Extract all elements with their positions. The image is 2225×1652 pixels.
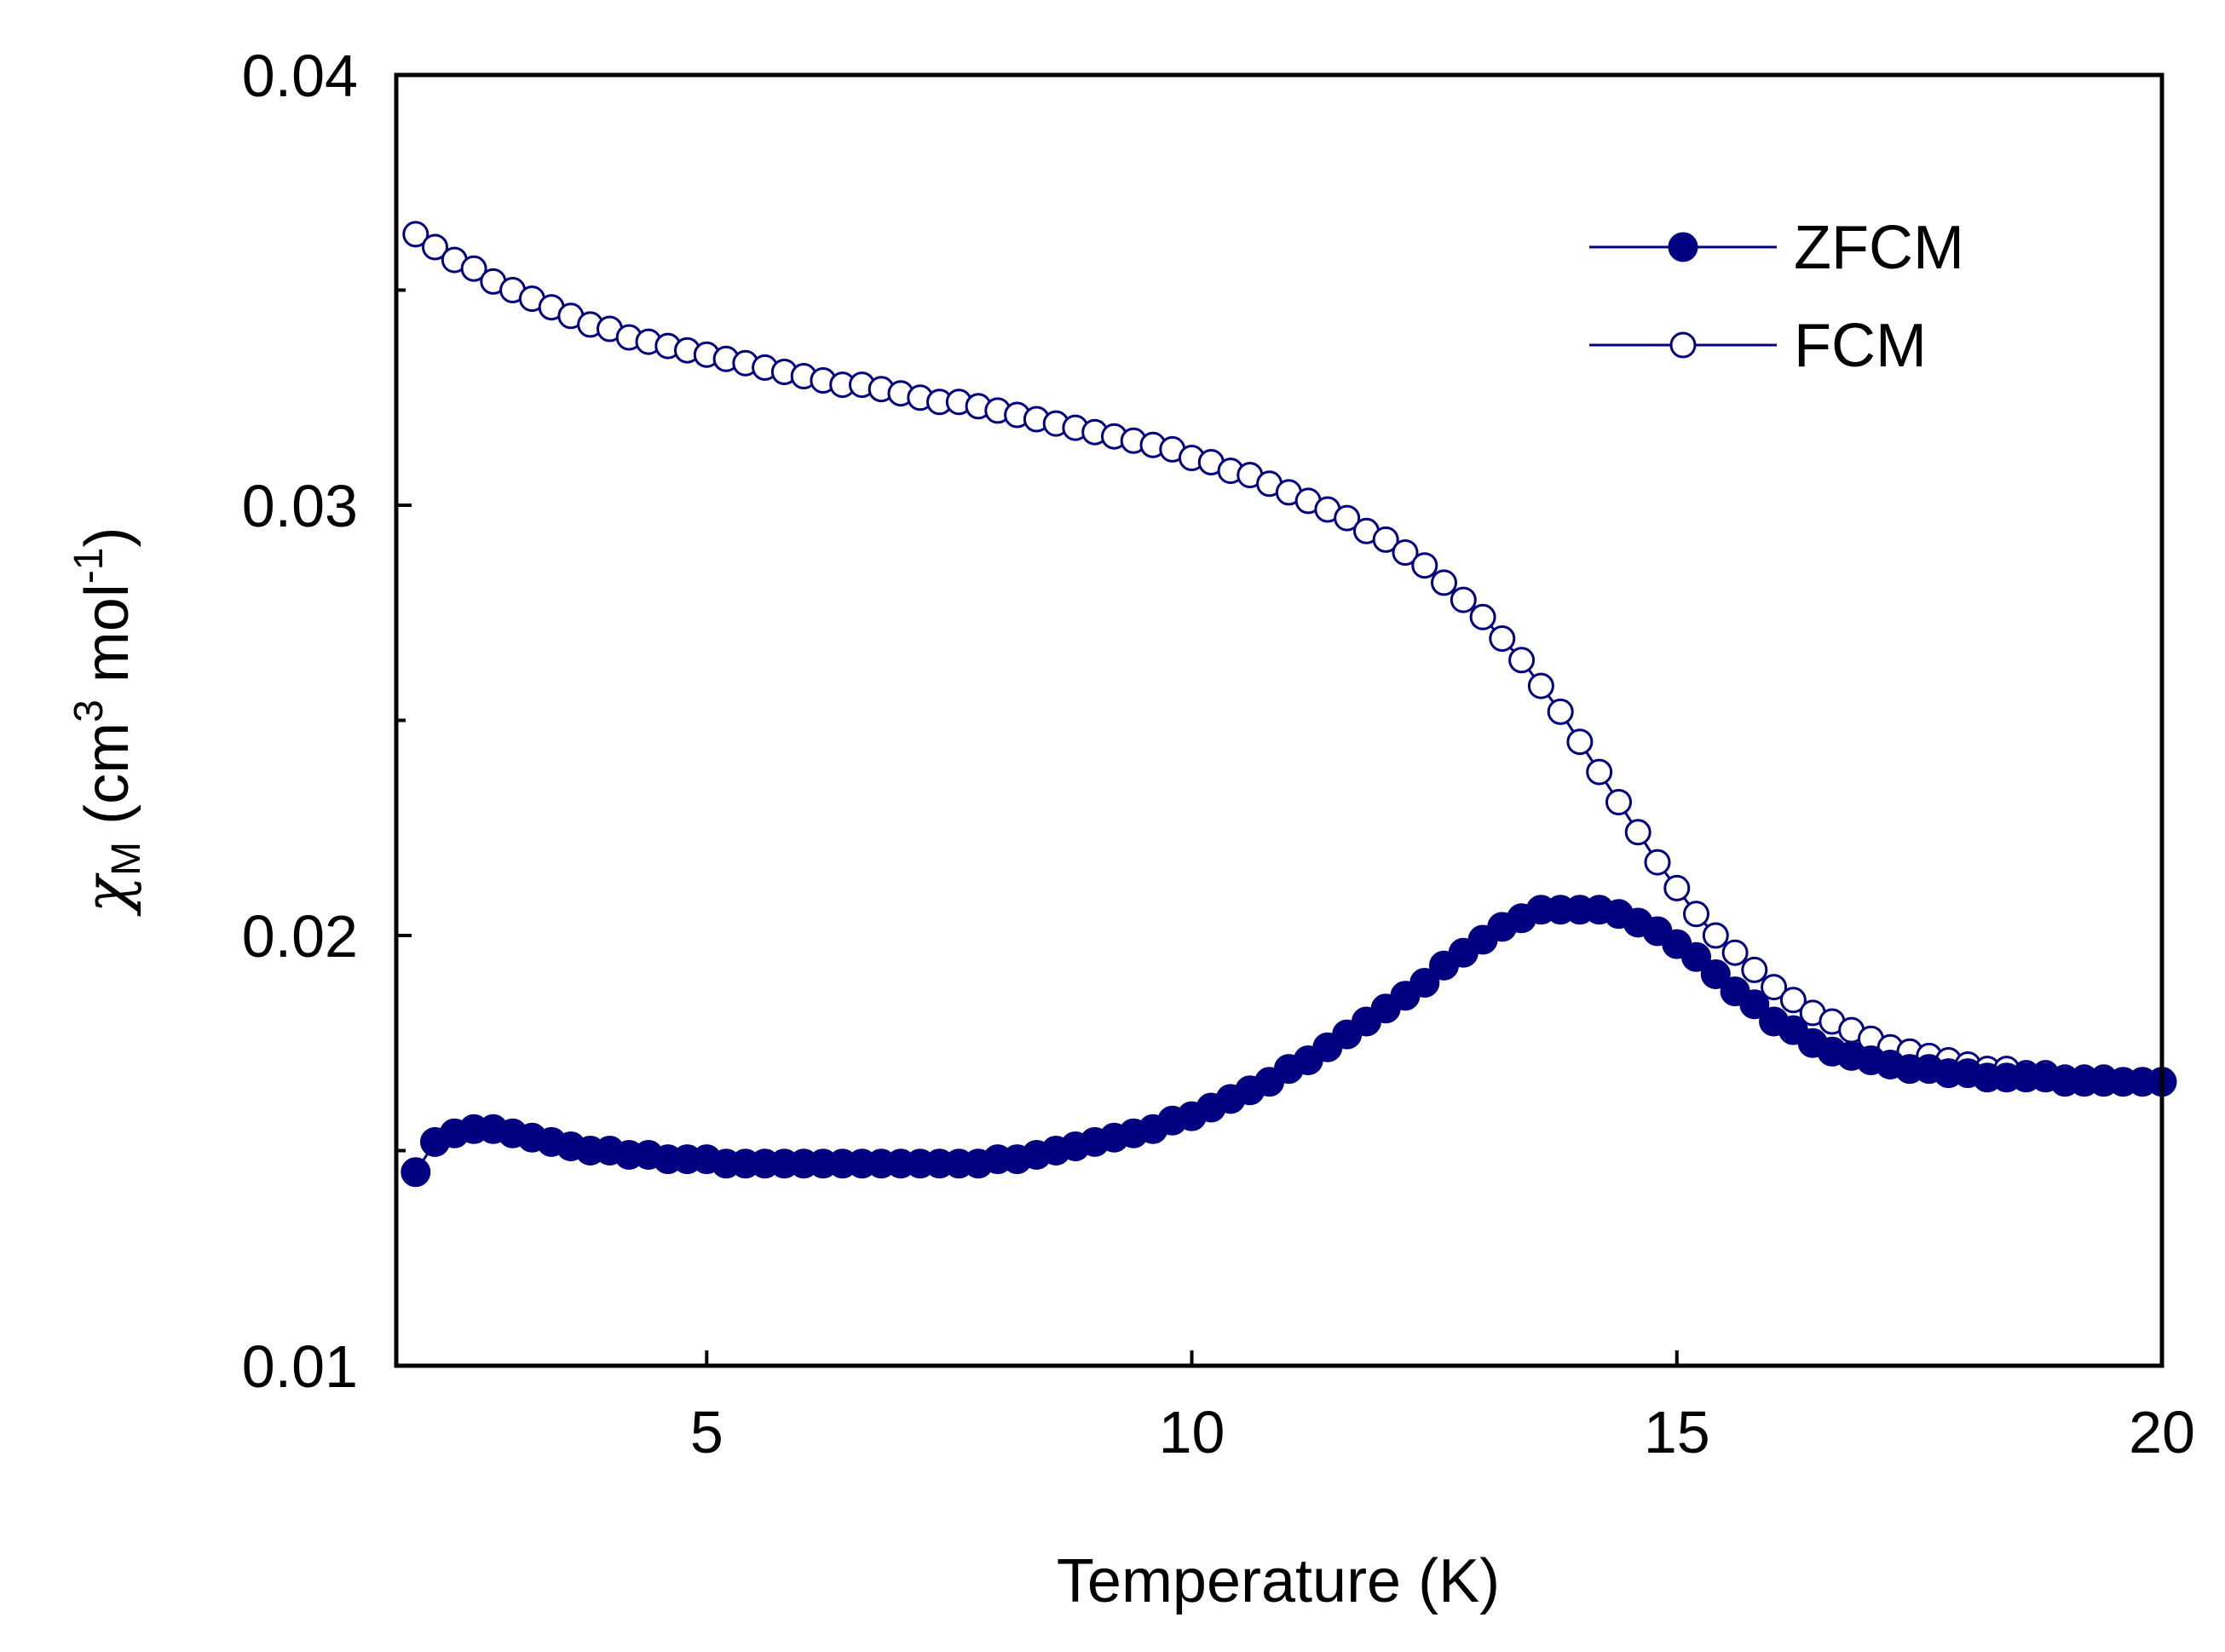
y-tick-label: 0.02 bbox=[242, 903, 358, 970]
fcm-point bbox=[1644, 849, 1671, 876]
fcm-point bbox=[1431, 569, 1457, 596]
y-tick-label: 0.01 bbox=[242, 1333, 358, 1400]
y-tick-label: 0.04 bbox=[242, 43, 358, 109]
fcm-point bbox=[1761, 974, 1788, 1001]
fcm-point bbox=[1702, 922, 1729, 949]
fcm-point bbox=[1741, 956, 1768, 983]
fcm-point bbox=[460, 255, 487, 282]
fcm-point bbox=[1683, 901, 1709, 928]
fcm-point bbox=[1721, 939, 1749, 966]
legend-zfcm-label: ZFCM bbox=[1794, 214, 1964, 282]
fcm-point bbox=[1450, 586, 1477, 613]
x-tick-label: 20 bbox=[2129, 1399, 2195, 1465]
fcm-point bbox=[1605, 789, 1632, 815]
fcm-point bbox=[1663, 874, 1691, 901]
x-tick-label: 5 bbox=[690, 1399, 723, 1465]
legend-fcm-label: FCM bbox=[1794, 312, 1927, 380]
fcm-point bbox=[1566, 728, 1594, 756]
fcm-point bbox=[422, 233, 448, 261]
y-axis-units-exp2: -1 bbox=[66, 547, 112, 584]
y-tick-label: 0.03 bbox=[242, 473, 358, 539]
fcm-point bbox=[402, 221, 429, 248]
fcm-point bbox=[1392, 539, 1419, 566]
x-tick-label: 10 bbox=[1159, 1399, 1225, 1465]
y-axis-units-exp1: 3 bbox=[66, 699, 112, 722]
fcm-point bbox=[1489, 625, 1516, 652]
y-axis-symbol: χ bbox=[71, 872, 142, 918]
fcm-point bbox=[1527, 672, 1554, 699]
zfcm-point bbox=[1681, 941, 1711, 972]
zfcm-point bbox=[1409, 968, 1440, 998]
zfcm-point bbox=[1700, 959, 1731, 989]
x-axis-title: Temperature (K) bbox=[1057, 1547, 1500, 1615]
fcm-point bbox=[1372, 526, 1399, 553]
legend-zfcm-marker bbox=[1668, 232, 1698, 262]
fcm-point bbox=[1547, 698, 1574, 725]
legend-fcm-marker bbox=[1669, 331, 1697, 359]
fcm-point bbox=[1334, 504, 1361, 532]
y-axis-units-suffix: ) bbox=[73, 527, 141, 548]
y-axis-title: χM (cm3 mol-1) bbox=[66, 527, 149, 918]
plot-frame bbox=[394, 72, 2164, 1368]
x-tick-label: 15 bbox=[1644, 1399, 1710, 1465]
fcm-point bbox=[1411, 552, 1438, 579]
tick-labels: 5 10 15 20 0.01 0.02 0.03 0.04 bbox=[242, 43, 2195, 1465]
fcm-point bbox=[1469, 603, 1496, 630]
y-axis-subscript: M bbox=[104, 842, 149, 876]
zfcm-point bbox=[401, 1157, 431, 1188]
fcm-point bbox=[1586, 758, 1613, 786]
y-axis-units-prefix: (cm bbox=[73, 722, 141, 842]
zfcm-point bbox=[1739, 989, 1770, 1020]
legend: ZFCM FCM bbox=[1589, 214, 1964, 380]
fcm-point bbox=[1624, 819, 1651, 846]
fcm-point bbox=[1508, 647, 1536, 674]
fcm-point bbox=[1779, 987, 1807, 1014]
zfcm-series bbox=[401, 895, 2177, 1188]
y-axis-units-mid: mol bbox=[73, 584, 141, 699]
